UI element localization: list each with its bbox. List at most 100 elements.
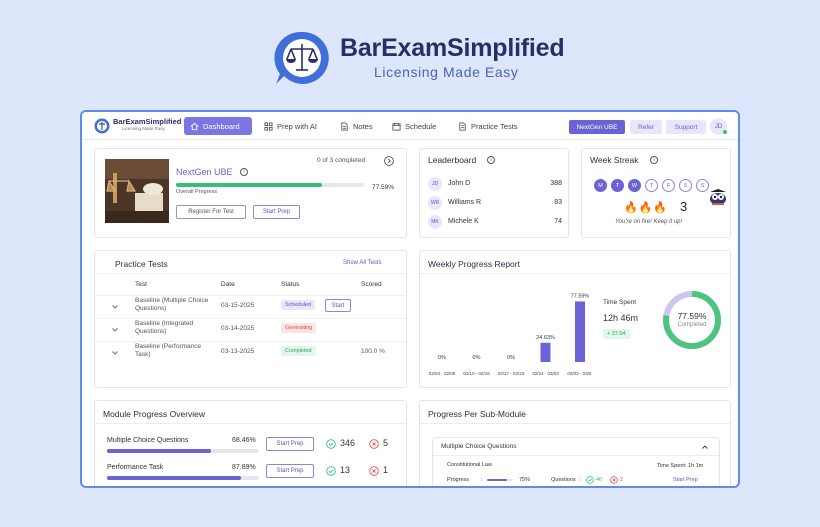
info-icon[interactable]: i [487, 156, 495, 164]
module-progress-bar [107, 449, 259, 453]
start-test-button[interactable]: Start [325, 299, 351, 312]
status-badge: Completed [281, 346, 316, 356]
bar-value-label: 24.63% [536, 335, 555, 341]
status-badge: Generating [281, 323, 317, 333]
time-spent-label: Time Spent [603, 299, 636, 306]
chevron-down-icon[interactable] [111, 349, 119, 357]
bar-value-label: 0% [438, 355, 446, 361]
bar-value-label: 0% [473, 355, 481, 361]
x-tick-label: 02/10 - 02/16 [463, 371, 490, 376]
register-test-button[interactable]: Register For Test [176, 205, 246, 219]
user-name: Williams R [448, 199, 482, 206]
module-progress-card: Module Progress Overview Multiple Choice… [94, 400, 407, 486]
mini-brand-tagline: Licensing Made Easy [122, 126, 165, 131]
brand-name: BarExamSimplified [340, 34, 565, 62]
app-window: BarExamSimplified Licensing Made Easy Da… [80, 110, 740, 488]
chevron-down-icon[interactable] [111, 303, 119, 311]
online-dot [723, 130, 727, 134]
owl-mascot-icon [710, 189, 726, 205]
submodule-panel-header[interactable] [433, 438, 719, 456]
module-start-prep-button[interactable]: Start Prep [266, 437, 314, 451]
nextgen-button[interactable]: NextGen UBE [569, 120, 625, 134]
chevron-up-icon[interactable] [701, 443, 709, 451]
streak-count: 3 [680, 199, 688, 214]
module-progress-title: Module Progress Overview [103, 409, 206, 419]
info-icon[interactable]: i [240, 168, 248, 176]
refer-button[interactable]: Refer [630, 120, 662, 134]
show-all-tests-link[interactable]: Show All Tests [343, 260, 382, 266]
support-button[interactable]: Support [666, 120, 706, 134]
info-icon[interactable]: i [650, 156, 658, 164]
module-row: Performance Task 87.89% Start Prep 13 1 [95, 464, 406, 486]
donut-label: Completed [677, 322, 707, 328]
streak-day: S [696, 179, 709, 192]
table-row[interactable]: Baseline (Performance Task) 03-13-2025 Com… [95, 341, 406, 363]
practice-tests-title: Practice Tests [115, 259, 168, 269]
nav-prep-ai[interactable]: Prep with AI [258, 117, 323, 135]
bar-value-label: 0% [507, 355, 515, 361]
nav-dashboard[interactable]: Dashboard [184, 117, 252, 135]
streak-day: S [679, 179, 692, 192]
course-image [105, 159, 169, 223]
module-correct: 346 [340, 438, 356, 448]
test-date: 03-15-2025 [221, 302, 255, 309]
topic-time-spent: Time Spent: 1h 1m [657, 463, 704, 469]
chevron-down-icon[interactable] [111, 326, 119, 334]
fire-icon: 🔥 [624, 202, 639, 214]
fire-icons: 🔥🔥🔥 [624, 201, 668, 214]
divider [95, 423, 406, 424]
test-name: Baseline (Integrated Questions) [135, 320, 194, 335]
course-card: NextGen UBE i 0 of 3 completed Overall P… [94, 148, 407, 238]
test-name: Baseline (Multiple Choice Questions) [135, 297, 209, 312]
week-streak-title: Week Streak [590, 155, 639, 165]
x-tick-label: 02/24 - 03/02 [532, 371, 559, 376]
donut-arc [663, 291, 721, 349]
streak-day: W [628, 179, 641, 192]
module-name: Multiple Choice Questions [107, 437, 189, 444]
user-score: 74 [554, 218, 562, 225]
nav-label: Prep with AI [277, 121, 318, 131]
table-row[interactable]: Baseline (Integrated Questions) 03-14-202… [95, 318, 406, 340]
col-test: Test [135, 281, 147, 288]
module-progress-bar [107, 476, 259, 480]
module-row: Multiple Choice Questions 68.46% Start Pre… [95, 437, 406, 461]
streak-day: M [594, 179, 607, 192]
brand-tagline: Licensing Made Easy [374, 64, 519, 80]
user-name: John D [448, 180, 471, 187]
status-badge: Scheduled [281, 300, 315, 310]
overall-progress-bar [176, 183, 364, 187]
module-start-prep-button[interactable]: Start Prep [266, 464, 314, 478]
table-row[interactable]: Baseline (Multiple Choice Questions) 03-1… [95, 295, 406, 317]
nav-schedule[interactable]: Schedule [386, 117, 442, 135]
check-circle-icon [586, 476, 594, 484]
topic-questions-label: Questions [551, 477, 576, 483]
time-delta-badge: + 27.04 [603, 329, 630, 339]
module-progress-fill [107, 449, 212, 453]
submodule-progress-title: Progress Per Sub-Module [428, 409, 526, 419]
leaderboard-row: JD John D 388 [428, 177, 562, 191]
module-wrong: 5 [383, 438, 389, 448]
divider [420, 273, 730, 274]
nav-practice-tests[interactable]: Practice Tests [452, 117, 524, 135]
fire-icon: 🔥 [653, 202, 669, 214]
user-avatar: MK [428, 215, 442, 229]
module-correct: 13 [340, 465, 351, 475]
home-icon [190, 122, 199, 130]
x-tick-label: 03/03 - 03/0 [567, 371, 592, 376]
nav-label: Dashboard [203, 121, 240, 131]
start-prep-button[interactable]: Start Prep [253, 205, 300, 219]
chevron-right-circle-icon[interactable] [384, 156, 394, 166]
submodule-section-title: Multiple Choice Questions [441, 443, 517, 450]
leaderboard-row: WR Williams R 83 [428, 196, 562, 210]
overall-progress-fill [176, 183, 322, 187]
divider [420, 423, 730, 424]
completed-count: 0 of 3 completed [317, 157, 366, 164]
topic-start-prep-link[interactable]: Start Prep [673, 477, 698, 483]
topic-name: Constitutional Law [447, 462, 492, 468]
nav-notes[interactable]: Notes [334, 117, 379, 135]
submodule-panel: Multiple Choice Questions Constitutional… [432, 437, 720, 486]
x-tick-label: 02/17 - 02/23 [498, 371, 525, 376]
test-icon [459, 121, 466, 131]
grid-icon [264, 121, 273, 131]
avatar[interactable]: JD [710, 118, 727, 135]
